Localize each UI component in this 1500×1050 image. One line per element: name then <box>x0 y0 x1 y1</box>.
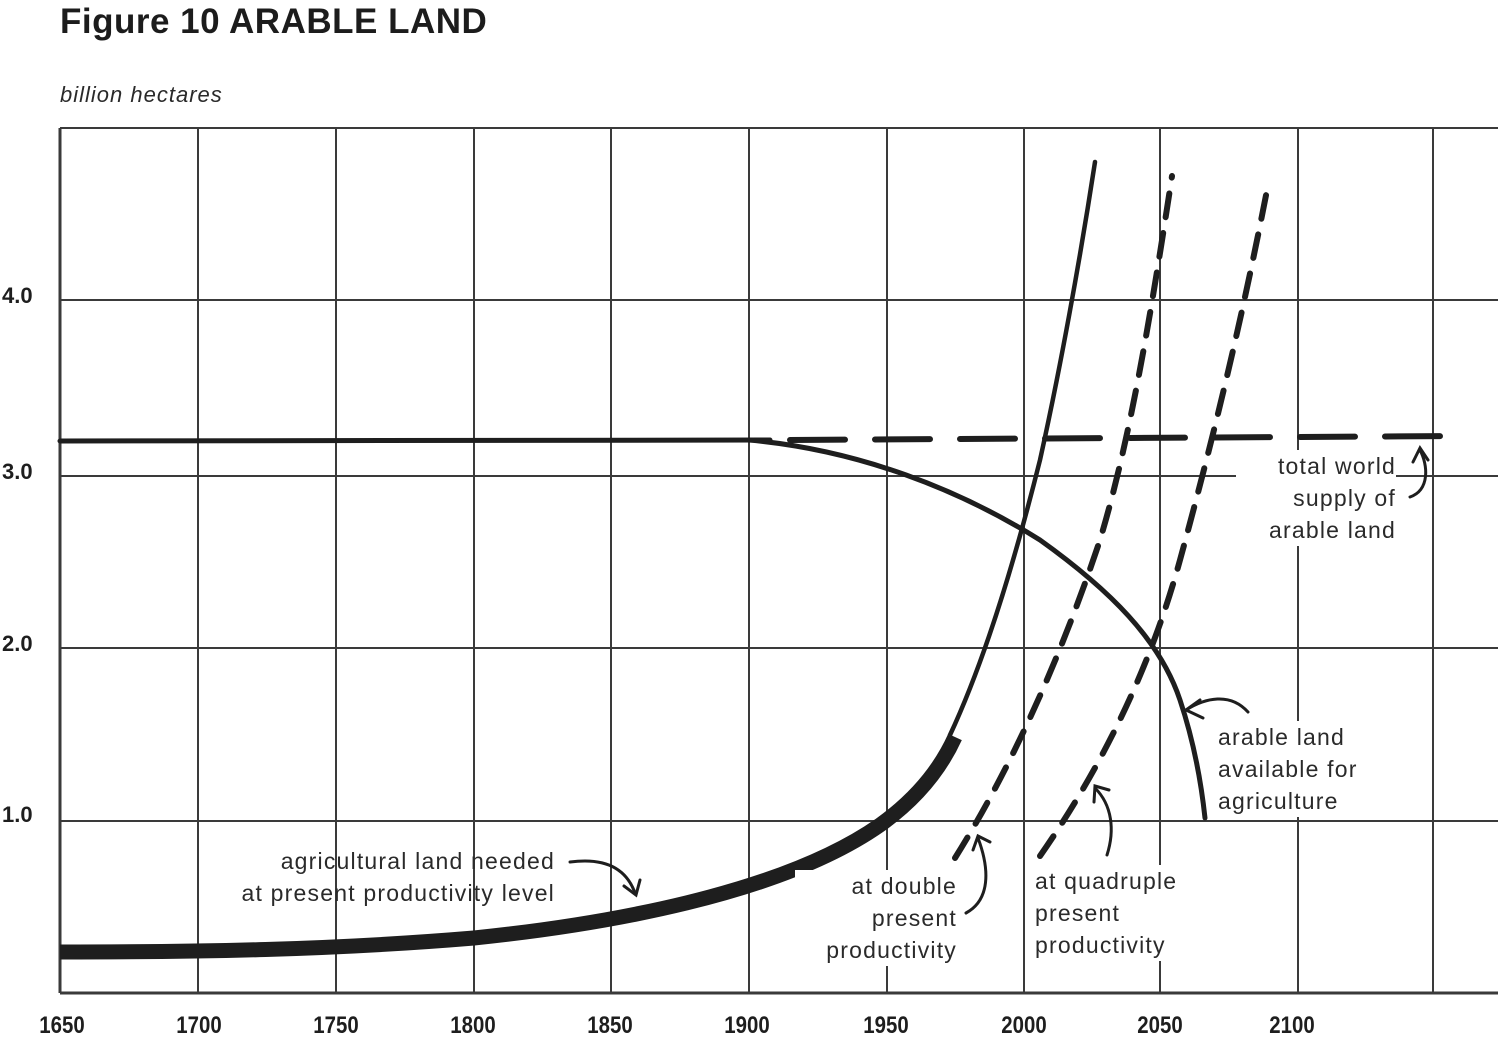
x-tick-1800: 1800 <box>450 1012 496 1039</box>
y-axis-unit-label: billion hectares <box>60 82 223 107</box>
x-tick-2000: 2000 <box>1001 1012 1047 1039</box>
series-quadruple-productivity <box>1037 182 1271 859</box>
grid <box>58 127 1498 995</box>
y-tick-3: 3.0 <box>2 459 33 484</box>
x-tick-2100: 2100 <box>1269 1012 1315 1039</box>
annotation-land-needed: agricultural land needed at present prod… <box>241 848 555 906</box>
annotation-total-supply: total world supply of arable land <box>1236 450 1396 546</box>
annotation-quadruple-productivity: at quadruple present productivity <box>1035 865 1205 961</box>
x-tick-1900: 1900 <box>724 1012 770 1039</box>
x-tick-2050: 2050 <box>1137 1012 1183 1039</box>
annotation-arable-available: arable land available for agriculture <box>1218 721 1398 817</box>
annotation-arrows <box>568 445 1430 915</box>
x-tick-1750: 1750 <box>313 1012 359 1039</box>
x-tick-1850: 1850 <box>587 1012 633 1039</box>
chart-title: Figure 10 ARABLE LAND <box>60 2 488 41</box>
series-double-productivity <box>952 173 1175 861</box>
y-tick-2: 2.0 <box>2 631 33 656</box>
x-tick-1700: 1700 <box>176 1012 222 1039</box>
series-arable-available <box>746 437 1208 821</box>
y-tick-1: 1.0 <box>2 802 33 827</box>
annotation-double-productivity: at double present productivity <box>795 870 957 966</box>
x-tick-1950: 1950 <box>863 1012 909 1039</box>
series-land-needed-projection <box>947 159 1098 738</box>
y-tick-4: 4.0 <box>2 283 33 308</box>
series-land-needed-historical <box>59 733 962 960</box>
x-tick-1650: 1650 <box>39 1012 85 1039</box>
